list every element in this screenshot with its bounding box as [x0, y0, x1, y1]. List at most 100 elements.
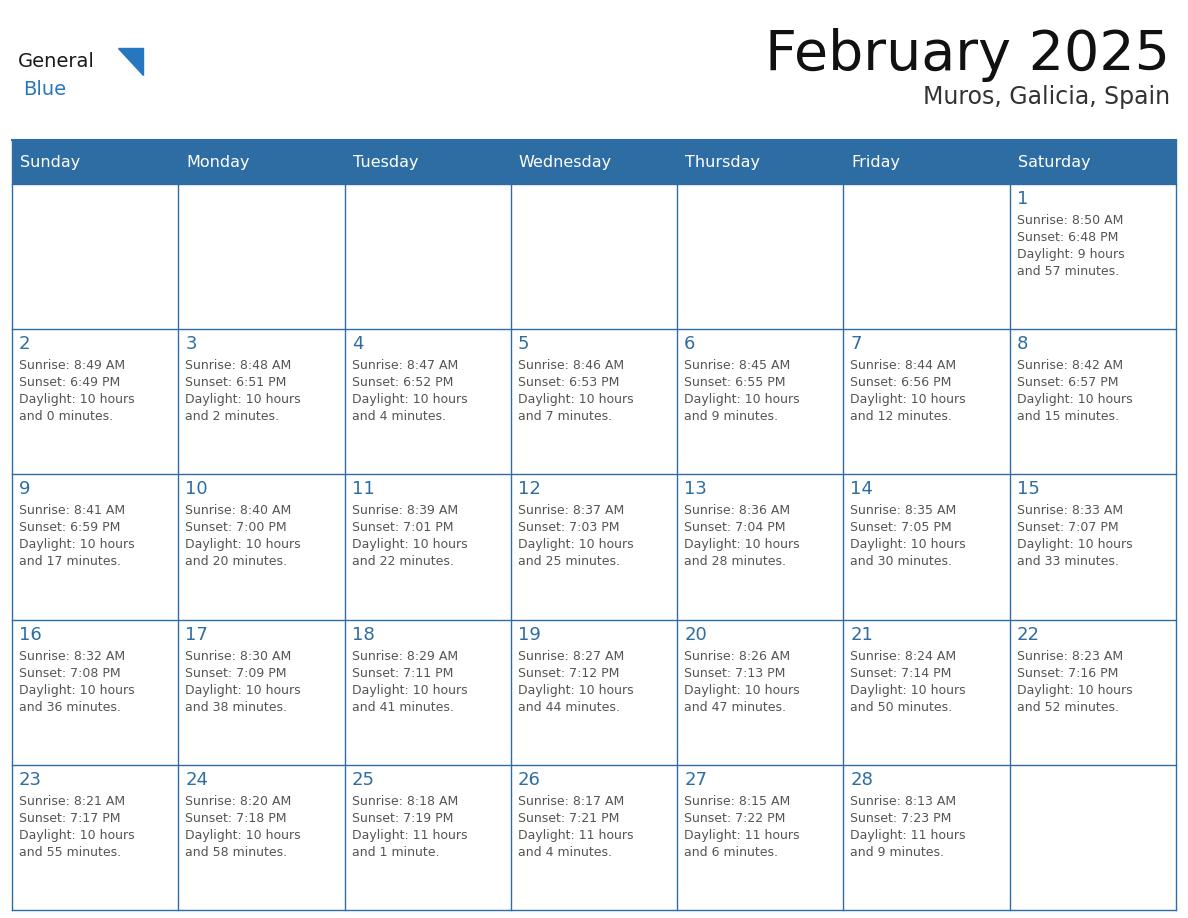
Text: Daylight: 9 hours: Daylight: 9 hours [1017, 248, 1124, 261]
Text: Daylight: 10 hours: Daylight: 10 hours [1017, 538, 1132, 552]
Text: Sunrise: 8:17 AM: Sunrise: 8:17 AM [518, 795, 624, 808]
Text: Sunrise: 8:18 AM: Sunrise: 8:18 AM [352, 795, 457, 808]
Text: and 41 minutes.: and 41 minutes. [352, 700, 454, 713]
Bar [12, 330, 178, 475]
Text: Sunset: 6:56 PM: Sunset: 6:56 PM [851, 376, 952, 389]
Text: Sunrise: 8:36 AM: Sunrise: 8:36 AM [684, 504, 790, 518]
Bar [178, 620, 345, 765]
Text: Sunset: 7:11 PM: Sunset: 7:11 PM [352, 666, 453, 679]
Text: 23: 23 [19, 771, 42, 789]
Text: Sunset: 7:03 PM: Sunset: 7:03 PM [518, 521, 619, 534]
Text: Sunrise: 8:21 AM: Sunrise: 8:21 AM [19, 795, 125, 808]
Text: and 15 minutes.: and 15 minutes. [1017, 410, 1119, 423]
Text: and 1 minute.: and 1 minute. [352, 845, 440, 859]
Text: Sunrise: 8:33 AM: Sunrise: 8:33 AM [1017, 504, 1123, 518]
Bar [178, 330, 345, 475]
Text: and 9 minutes.: and 9 minutes. [684, 410, 778, 423]
Text: 4: 4 [352, 335, 364, 353]
Text: 5: 5 [518, 335, 530, 353]
Bar [843, 765, 1010, 910]
Text: Daylight: 10 hours: Daylight: 10 hours [1017, 684, 1132, 697]
Text: and 12 minutes.: and 12 minutes. [851, 410, 953, 423]
Text: Sunset: 7:07 PM: Sunset: 7:07 PM [1017, 521, 1118, 534]
Bar [511, 765, 677, 910]
Text: Sunset: 7:17 PM: Sunset: 7:17 PM [19, 812, 120, 824]
Text: 22: 22 [1017, 625, 1040, 644]
Text: 8: 8 [1017, 335, 1028, 353]
Text: and 2 minutes.: and 2 minutes. [185, 410, 279, 423]
Bar [345, 330, 511, 475]
Text: Sunrise: 8:15 AM: Sunrise: 8:15 AM [684, 795, 790, 808]
Text: Muros, Galicia, Spain: Muros, Galicia, Spain [923, 85, 1170, 109]
Text: Daylight: 10 hours: Daylight: 10 hours [684, 538, 800, 552]
Text: Sunrise: 8:46 AM: Sunrise: 8:46 AM [518, 359, 624, 372]
Text: Sunset: 7:04 PM: Sunset: 7:04 PM [684, 521, 785, 534]
Bar [12, 765, 178, 910]
Text: Sunrise: 8:13 AM: Sunrise: 8:13 AM [851, 795, 956, 808]
Bar [511, 620, 677, 765]
Text: 20: 20 [684, 625, 707, 644]
Text: and 4 minutes.: and 4 minutes. [518, 845, 612, 859]
Text: Sunrise: 8:49 AM: Sunrise: 8:49 AM [19, 359, 125, 372]
Bar [677, 140, 843, 184]
Text: 7: 7 [851, 335, 862, 353]
Text: Sunset: 7:13 PM: Sunset: 7:13 PM [684, 666, 785, 679]
Text: Daylight: 10 hours: Daylight: 10 hours [19, 393, 134, 406]
Bar [677, 330, 843, 475]
Text: Sunset: 6:55 PM: Sunset: 6:55 PM [684, 376, 785, 389]
Text: Daylight: 10 hours: Daylight: 10 hours [851, 393, 966, 406]
Text: 24: 24 [185, 771, 208, 789]
Text: Daylight: 10 hours: Daylight: 10 hours [352, 684, 467, 697]
Text: 26: 26 [518, 771, 541, 789]
Text: Daylight: 10 hours: Daylight: 10 hours [185, 684, 301, 697]
Text: 9: 9 [19, 480, 31, 498]
Text: Daylight: 10 hours: Daylight: 10 hours [185, 538, 301, 552]
Text: and 36 minutes.: and 36 minutes. [19, 700, 121, 713]
Text: Daylight: 10 hours: Daylight: 10 hours [19, 684, 134, 697]
Text: Daylight: 10 hours: Daylight: 10 hours [684, 684, 800, 697]
Text: Daylight: 10 hours: Daylight: 10 hours [851, 538, 966, 552]
Text: Daylight: 11 hours: Daylight: 11 hours [851, 829, 966, 842]
Text: 28: 28 [851, 771, 873, 789]
Bar [677, 765, 843, 910]
Text: and 17 minutes.: and 17 minutes. [19, 555, 121, 568]
Bar [345, 184, 511, 330]
Text: Sunset: 6:48 PM: Sunset: 6:48 PM [1017, 231, 1118, 244]
Bar [345, 765, 511, 910]
Text: Sunset: 7:00 PM: Sunset: 7:00 PM [185, 521, 287, 534]
Bar [12, 184, 178, 330]
Text: Sunrise: 8:44 AM: Sunrise: 8:44 AM [851, 359, 956, 372]
Text: 14: 14 [851, 480, 873, 498]
Text: 11: 11 [352, 480, 374, 498]
Text: and 58 minutes.: and 58 minutes. [185, 845, 287, 859]
Text: Sunrise: 8:32 AM: Sunrise: 8:32 AM [19, 650, 125, 663]
Text: Sunrise: 8:27 AM: Sunrise: 8:27 AM [518, 650, 624, 663]
Bar [1010, 475, 1176, 620]
Text: Sunrise: 8:41 AM: Sunrise: 8:41 AM [19, 504, 125, 518]
Text: and 33 minutes.: and 33 minutes. [1017, 555, 1119, 568]
Text: Daylight: 10 hours: Daylight: 10 hours [19, 538, 134, 552]
Text: Sunset: 7:18 PM: Sunset: 7:18 PM [185, 812, 286, 824]
Text: and 47 minutes.: and 47 minutes. [684, 700, 786, 713]
Polygon shape [118, 48, 143, 75]
Text: Sunrise: 8:50 AM: Sunrise: 8:50 AM [1017, 214, 1123, 227]
Text: and 25 minutes.: and 25 minutes. [518, 555, 620, 568]
Text: Blue: Blue [23, 80, 67, 99]
Text: Sunrise: 8:45 AM: Sunrise: 8:45 AM [684, 359, 790, 372]
Text: 1: 1 [1017, 190, 1028, 208]
Text: Daylight: 10 hours: Daylight: 10 hours [518, 684, 633, 697]
Text: and 9 minutes.: and 9 minutes. [851, 845, 944, 859]
Text: Sunset: 6:59 PM: Sunset: 6:59 PM [19, 521, 120, 534]
Text: Daylight: 10 hours: Daylight: 10 hours [518, 538, 633, 552]
Text: Daylight: 10 hours: Daylight: 10 hours [19, 829, 134, 842]
Text: Saturday: Saturday [1018, 154, 1091, 170]
Text: Sunrise: 8:39 AM: Sunrise: 8:39 AM [352, 504, 457, 518]
Text: Daylight: 10 hours: Daylight: 10 hours [185, 829, 301, 842]
Text: Daylight: 10 hours: Daylight: 10 hours [518, 393, 633, 406]
Text: and 50 minutes.: and 50 minutes. [851, 700, 953, 713]
Bar [1010, 184, 1176, 330]
Bar [843, 184, 1010, 330]
Bar [345, 620, 511, 765]
Text: February 2025: February 2025 [765, 28, 1170, 82]
Text: Daylight: 10 hours: Daylight: 10 hours [1017, 393, 1132, 406]
